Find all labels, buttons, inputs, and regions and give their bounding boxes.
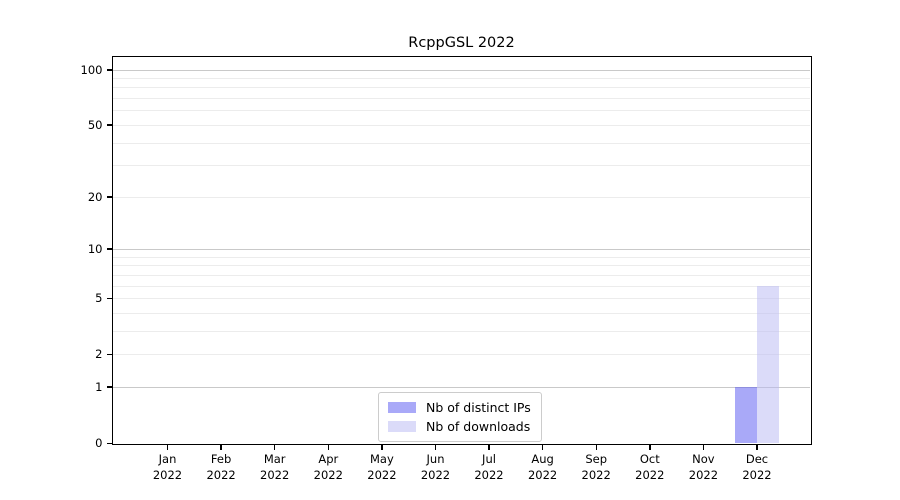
y-tick: [106, 248, 112, 250]
legend: Nb of distinct IPs Nb of downloads: [378, 392, 542, 442]
y-gridline-minor: [113, 98, 810, 99]
x-tick: [273, 444, 276, 450]
y-gridline-minor: [113, 110, 810, 112]
x-tick-label: Sep 2022: [581, 452, 611, 482]
y-gridline-minor: [113, 274, 810, 276]
y-tick-label: 2: [95, 347, 103, 362]
plot-area: [113, 57, 810, 443]
x-tick: [649, 444, 651, 450]
legend-swatch-downloads: [388, 421, 416, 432]
x-tick-label: Feb 2022: [206, 452, 236, 482]
x-tick: [220, 444, 222, 450]
x-tick-label: Aug 2022: [527, 452, 558, 482]
y-tick-label: 10: [87, 241, 103, 256]
y-tick-label: 5: [95, 291, 103, 305]
y-tick-label: 0: [95, 436, 103, 450]
y-gridline-minor: [113, 330, 810, 332]
legend-swatch-distinct-ips: [388, 402, 416, 413]
x-tick-label: Oct 2022: [635, 452, 665, 482]
x-tick-label: Jun 2022: [420, 452, 451, 482]
bar-distinct-ips: [735, 386, 757, 443]
y-tick: [106, 353, 112, 356]
x-tick-label: Dec 2022: [742, 452, 772, 482]
x-tick: [595, 444, 597, 450]
x-tick: [327, 444, 329, 450]
x-tick-label: Apr 2022: [313, 452, 343, 482]
legend-entry-distinct-ips: Nb of distinct IPs: [388, 399, 531, 416]
y-gridline-minor: [113, 256, 810, 258]
y-gridline-minor: [113, 265, 810, 267]
chart-title: RcppGSL 2022: [408, 35, 515, 51]
y-tick: [106, 442, 112, 444]
y-tick: [106, 297, 112, 299]
x-tick-label: May 2022: [367, 452, 397, 482]
y-gridline-major: [113, 386, 810, 388]
x-tick-label: Jul 2022: [474, 452, 504, 482]
y-gridline-minor: [113, 196, 810, 198]
x-tick-label: Nov 2022: [688, 452, 719, 482]
x-tick: [541, 444, 544, 450]
y-tick-label: 20: [87, 189, 103, 204]
y-gridline-minor: [113, 87, 810, 89]
x-tick: [166, 444, 169, 450]
y-gridline-major: [113, 248, 810, 250]
y-gridline-minor: [113, 77, 810, 79]
x-tick: [488, 444, 490, 450]
x-tick-label: Mar 2022: [260, 452, 290, 482]
x-tick: [756, 444, 758, 450]
legend-entry-downloads: Nb of downloads: [388, 418, 531, 435]
y-tick: [106, 386, 112, 388]
x-tick: [381, 444, 383, 450]
y-gridline-minor: [113, 312, 810, 314]
x-tick: [434, 444, 437, 450]
y-gridline-minor: [113, 285, 810, 287]
bar-downloads: [757, 285, 779, 443]
y-tick: [106, 196, 112, 198]
y-gridline-minor: [113, 298, 810, 299]
y-gridline-major: [113, 69, 810, 71]
y-gridline-minor: [113, 124, 810, 126]
y-tick: [106, 69, 112, 71]
x-tick: [702, 444, 705, 450]
y-gridline-minor: [113, 165, 810, 167]
y-gridline-minor: [113, 142, 810, 144]
y-gridline-minor: [113, 354, 810, 356]
y-tick-label: 100: [80, 62, 103, 77]
x-tick-label: Jan 2022: [152, 452, 183, 482]
legend-label-distinct-ips: Nb of distinct IPs: [426, 400, 531, 415]
y-tick-label: 50: [87, 117, 103, 132]
legend-label-downloads: Nb of downloads: [426, 419, 531, 434]
y-tick: [106, 124, 112, 126]
y-tick-label: 1: [95, 379, 103, 394]
